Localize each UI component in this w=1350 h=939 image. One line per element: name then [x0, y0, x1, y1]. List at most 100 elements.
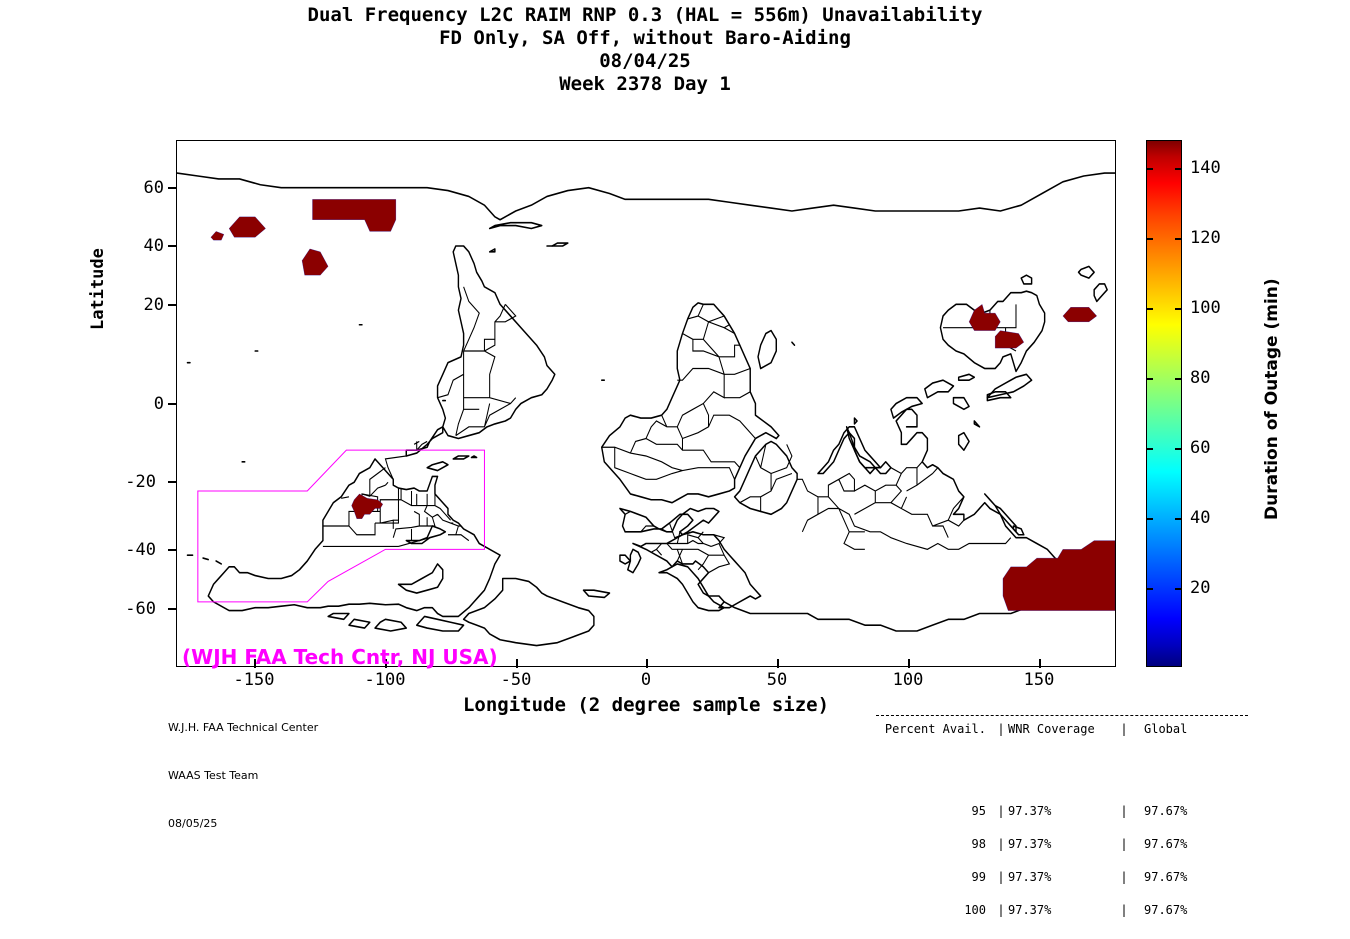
title-line-2: FD Only, SA Off, without Baro-Aiding — [439, 27, 851, 49]
x-tickmark — [777, 659, 779, 668]
y-tick-label-40: 40 — [143, 236, 164, 256]
political-borders-group — [322, 286, 1017, 574]
y-tickmark — [168, 403, 177, 405]
x-tick-label-m100: -100 — [364, 670, 406, 690]
stats-cell-wnr: 97.37% — [1008, 837, 1052, 851]
colorbar — [1146, 140, 1182, 667]
y-tick-label-m20: -20 — [125, 472, 156, 492]
waas-coverage-boundary — [198, 450, 485, 602]
stats-header-wnr-coverage: WNR Coverage — [1008, 722, 1095, 736]
stats-cell-avail: 100 — [964, 903, 986, 917]
outage-region-australia-queensland — [995, 331, 1024, 349]
x-tick-label-m150: -150 — [233, 670, 275, 690]
colorbar-tickmark — [1146, 518, 1153, 520]
colorbar-tick-label-40: 40 — [1190, 508, 1211, 528]
outage-region-australia-south — [969, 304, 1000, 330]
y-tickmark — [168, 187, 177, 189]
outage-region-tasman-sea — [1063, 307, 1097, 322]
x-tickmark — [646, 659, 648, 668]
world-map-plot — [176, 140, 1116, 667]
x-axis-label: Longitude (2 degree sample size) — [462, 694, 830, 716]
y-tickmark — [168, 304, 177, 306]
colorbar-tickmark — [1175, 588, 1182, 590]
stats-sep: | — [1120, 804, 1128, 818]
outage-regions-group — [211, 199, 1115, 610]
y-tick-label-m40: -40 — [125, 540, 156, 560]
stats-cell-global: 97.67% — [1144, 870, 1188, 884]
stats-sep: | — [1120, 837, 1128, 851]
x-tick-label-0: 0 — [640, 670, 652, 690]
credit-line-2: WAAS Test Team — [168, 769, 259, 782]
colorbar-tick-label-60: 60 — [1190, 438, 1211, 458]
watermark-text: (WJH FAA Tech Cntr, NJ USA) — [182, 645, 498, 669]
stats-sep: | — [997, 837, 1005, 851]
y-tickmark — [168, 549, 177, 551]
title-line-1: Dual Frequency L2C RAIM RNP 0.3 (HAL = 5… — [307, 4, 983, 26]
chart-title-block: Dual Frequency L2C RAIM RNP 0.3 (HAL = 5… — [0, 4, 1290, 96]
y-tickmark — [168, 608, 177, 610]
stats-sep: | — [997, 903, 1005, 917]
colorbar-tickmark — [1146, 238, 1153, 240]
stats-header-percent-avail: Percent Avail. — [884, 722, 986, 736]
world-map-svg — [177, 172, 1115, 647]
stats-header-rule — [876, 715, 1248, 716]
stats-cell-wnr: 97.37% — [1008, 903, 1052, 917]
stats-sep: | — [997, 870, 1005, 884]
x-tickmark — [385, 659, 387, 668]
y-tickmark — [168, 481, 177, 483]
stats-cell-global: 97.67% — [1144, 837, 1188, 851]
stats-header-sep-2: | — [1120, 722, 1128, 736]
stats-cell-avail: 98 — [971, 837, 986, 851]
x-tick-label-100: 100 — [892, 670, 924, 690]
x-tick-label-m50: -50 — [500, 670, 532, 690]
waas-coverage-boundary-group — [198, 450, 485, 602]
y-tick-label-0: 0 — [153, 394, 164, 414]
y-tick-label-m60: -60 — [125, 599, 156, 619]
stats-header-row: Percent Avail. | WNR Coverage | Global — [876, 702, 1248, 768]
colorbar-tick-label-140: 140 — [1190, 158, 1221, 178]
outage-region-siberia-far-east — [1003, 541, 1115, 611]
colorbar-tickmark — [1175, 308, 1182, 310]
y-axis-label: Latitude — [88, 248, 108, 330]
colorbar-label: Duration of Outage (min) — [1262, 278, 1282, 520]
stats-sep: | — [1120, 903, 1128, 917]
x-tickmark — [516, 659, 518, 668]
x-tickmark — [908, 659, 910, 668]
colorbar-tick-label-20: 20 — [1190, 578, 1211, 598]
colorbar-tickmark — [1146, 378, 1153, 380]
outage-region-south-pacific-a — [302, 249, 328, 275]
y-tick-label-60: 60 — [143, 178, 164, 198]
stats-row: 95 | 97.37% | 97.67% — [876, 804, 1248, 818]
x-tickmark — [1039, 659, 1041, 668]
outage-region-south-pacific-b — [229, 217, 265, 237]
chart-canvas: Dual Frequency L2C RAIM RNP 0.3 (HAL = 5… — [0, 4, 1290, 916]
title-line-4: Week 2378 Day 1 — [559, 73, 731, 95]
credit-line-3: 08/05/25 — [168, 817, 218, 830]
outage-region-southern-ocean — [312, 199, 395, 231]
outage-region-us-southwest — [352, 494, 383, 519]
stats-cell-avail: 95 — [971, 804, 986, 818]
stats-row: 98 | 97.37% | 97.67% — [876, 837, 1248, 851]
stats-header-sep-1: | — [997, 722, 1005, 736]
colorbar-tickmark — [1175, 448, 1182, 450]
colorbar-tick-label-80: 80 — [1190, 368, 1211, 388]
colorbar-tickmark — [1146, 588, 1153, 590]
stats-cell-global: 97.67% — [1144, 903, 1188, 917]
colorbar-tickmark — [1146, 168, 1153, 170]
credit-block: W.J.H. FAA Technical Center WAAS Test Te… — [168, 688, 318, 864]
credit-line-1: W.J.H. FAA Technical Center — [168, 721, 319, 734]
y-tickmark — [168, 245, 177, 247]
x-tick-label-150: 150 — [1023, 670, 1055, 690]
stats-cell-global: 97.67% — [1144, 804, 1188, 818]
stats-row: 99 | 97.37% | 97.67% — [876, 870, 1248, 884]
outage-region-south-pacific-c — [211, 231, 224, 240]
colorbar-tick-label-120: 120 — [1190, 228, 1221, 248]
stats-header-global: Global — [1144, 722, 1188, 736]
stats-cell-wnr: 97.37% — [1008, 804, 1052, 818]
stats-sep: | — [997, 804, 1005, 818]
stats-row: 100 | 97.37% | 97.67% — [876, 903, 1248, 917]
colorbar-tickmark — [1146, 308, 1153, 310]
availability-stats-table: Percent Avail. | WNR Coverage | Global 9… — [876, 680, 1248, 938]
x-tickmark — [254, 659, 256, 668]
colorbar-tickmark — [1175, 518, 1182, 520]
